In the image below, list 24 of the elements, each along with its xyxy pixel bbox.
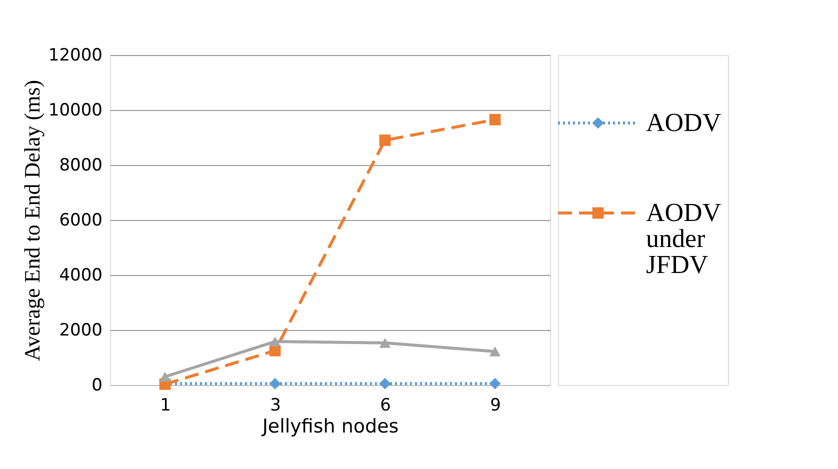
- legend-label: AODV: [646, 108, 722, 137]
- y-tick-label: 8000: [59, 156, 102, 176]
- y-tick-label: 0: [92, 376, 102, 396]
- point: [379, 338, 391, 348]
- point: [489, 378, 501, 390]
- point: [379, 378, 391, 390]
- point: [269, 336, 281, 346]
- y-tick-label: 2000: [59, 320, 102, 340]
- y-tick-label: 6000: [59, 210, 102, 230]
- point: [159, 372, 171, 382]
- legend-label: AODV under JFDV: [646, 198, 722, 279]
- y-tick-label: 10000: [48, 100, 102, 120]
- x-tick-label: 9: [490, 396, 501, 416]
- x-tick-label: 3: [270, 396, 281, 416]
- x-axis-title: Jellyfish nodes: [261, 416, 399, 438]
- point: [489, 346, 501, 356]
- y-tick-label: 4000: [59, 266, 102, 286]
- point: [489, 114, 501, 126]
- y-tick-label: 12000: [48, 46, 102, 66]
- y-axis-title: Average End to End Delay (ms): [19, 80, 44, 362]
- x-tick-label: 6: [380, 396, 391, 416]
- point: [269, 378, 281, 390]
- x-tick-label: 1: [160, 396, 171, 416]
- point: [379, 134, 391, 146]
